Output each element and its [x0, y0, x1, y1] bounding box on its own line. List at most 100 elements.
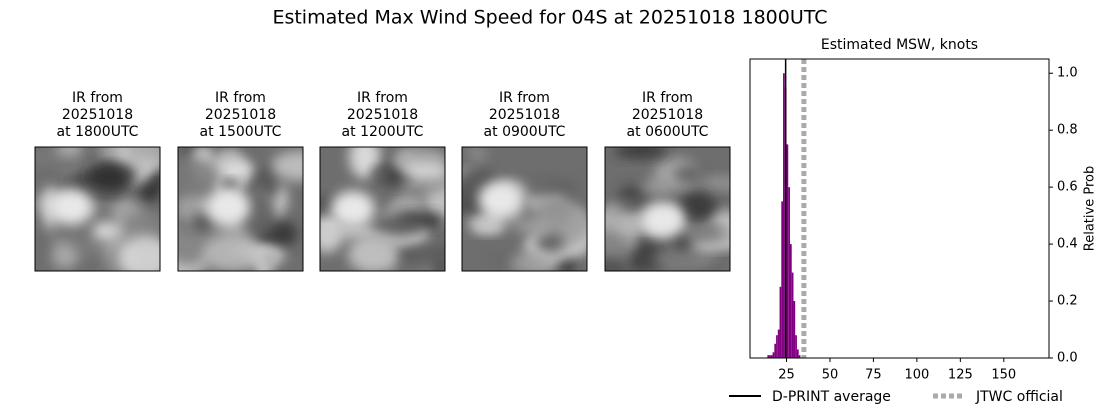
panel-caption: IR from — [357, 90, 408, 106]
panel-caption: at 1200UTC — [342, 124, 424, 140]
panel-caption: at 1500UTC — [200, 124, 282, 140]
x-tick-label: 125 — [948, 368, 973, 383]
hist-bar — [770, 355, 773, 358]
x-tick-label: 25 — [778, 368, 795, 383]
hist-bar — [789, 244, 792, 358]
cloud — [408, 243, 445, 266]
cloud — [605, 257, 629, 271]
cloud — [675, 192, 719, 230]
ir-image — [178, 147, 303, 271]
cloud — [371, 214, 424, 236]
cloud — [51, 243, 78, 270]
plot-frame — [749, 58, 1050, 359]
y-axis-label: Relative Prob — [1083, 166, 1098, 251]
cloud — [510, 251, 552, 271]
hist-bar — [774, 343, 777, 358]
figure-title: Estimated Max Wind Speed for 04S at 2025… — [272, 7, 827, 29]
hist-bar — [793, 301, 796, 358]
x-tick-label: 50 — [822, 368, 839, 383]
hist-bar — [779, 286, 782, 358]
cloud — [221, 179, 238, 193]
y-tick-label: 1.0 — [1057, 66, 1078, 81]
y-tick-label: 0.6 — [1057, 180, 1078, 195]
cloud — [696, 176, 730, 190]
x-tick-label: 100 — [904, 368, 929, 383]
hist-bar — [781, 201, 784, 358]
panel-caption: IR from — [499, 90, 550, 106]
cloud — [91, 221, 120, 242]
hist-bar — [788, 187, 790, 358]
cloud — [349, 147, 381, 179]
cloud — [255, 165, 282, 201]
y-tick-label: 0.8 — [1057, 123, 1078, 138]
y-tick-label: 0.2 — [1057, 294, 1078, 309]
panel-caption: 20251018 — [347, 107, 418, 123]
image-frame — [604, 146, 731, 272]
x-tick-label: 75 — [865, 368, 882, 383]
cloud — [643, 179, 673, 194]
hist-bar — [796, 349, 799, 358]
cloud-core — [330, 190, 375, 227]
cloud — [122, 147, 160, 159]
cloud — [240, 192, 278, 240]
panel-caption: at 0600UTC — [627, 124, 709, 140]
panel-caption: IR from — [72, 90, 123, 106]
cloud — [614, 147, 668, 159]
cloud — [674, 165, 703, 184]
legend-label: JTWC official — [975, 389, 1063, 405]
hist-bar — [791, 272, 794, 358]
cloud — [370, 168, 390, 182]
image-frame — [461, 146, 588, 272]
cloud — [524, 178, 579, 197]
ir-image — [320, 147, 445, 271]
cloud — [467, 147, 487, 168]
image-frame — [177, 146, 304, 272]
hist-bar — [795, 335, 797, 358]
cloud — [513, 216, 555, 235]
panel-caption: 20251018 — [62, 107, 133, 123]
legend-label: D-PRINT average — [772, 389, 891, 405]
cloud — [347, 235, 399, 271]
hist-bar — [772, 352, 775, 358]
hist-bar — [777, 329, 780, 358]
hist-bar — [786, 144, 789, 358]
cloud — [120, 210, 160, 242]
cloud — [192, 214, 217, 230]
cloud — [203, 232, 262, 271]
cloud — [55, 147, 83, 156]
cloud — [617, 195, 653, 210]
panel-caption: IR from — [642, 90, 693, 106]
cloud — [220, 161, 257, 180]
axis-title: Estimated MSW, knots — [821, 37, 978, 53]
hist-bar — [767, 355, 770, 358]
cloud — [320, 212, 344, 253]
cloud — [271, 150, 303, 182]
panel-caption: at 0900UTC — [484, 124, 566, 140]
cloud-core — [478, 181, 523, 218]
cloud — [259, 249, 278, 267]
cloud-core — [640, 201, 685, 238]
cloud — [654, 244, 712, 271]
y-tick-label: 0.0 — [1057, 351, 1078, 366]
cloud — [403, 161, 445, 180]
ir-image — [462, 147, 587, 271]
cloud — [539, 196, 573, 227]
panel-caption: at 1800UTC — [57, 124, 139, 140]
hist-bar — [783, 73, 785, 358]
x-tick-label: 150 — [991, 368, 1016, 383]
image-frame — [319, 146, 446, 272]
ir-image — [35, 147, 160, 271]
panel-caption: 20251018 — [489, 107, 560, 123]
cloud — [679, 221, 724, 240]
hist-bar — [798, 355, 801, 358]
cloud — [178, 156, 218, 197]
cloud-core — [49, 188, 94, 225]
y-tick-label: 0.4 — [1057, 237, 1078, 252]
panel-caption: 20251018 — [205, 107, 276, 123]
hist-bar — [776, 335, 778, 358]
ir-image — [605, 147, 730, 271]
cloud — [87, 160, 137, 191]
panel-caption: 20251018 — [632, 107, 703, 123]
cloud — [118, 235, 160, 271]
